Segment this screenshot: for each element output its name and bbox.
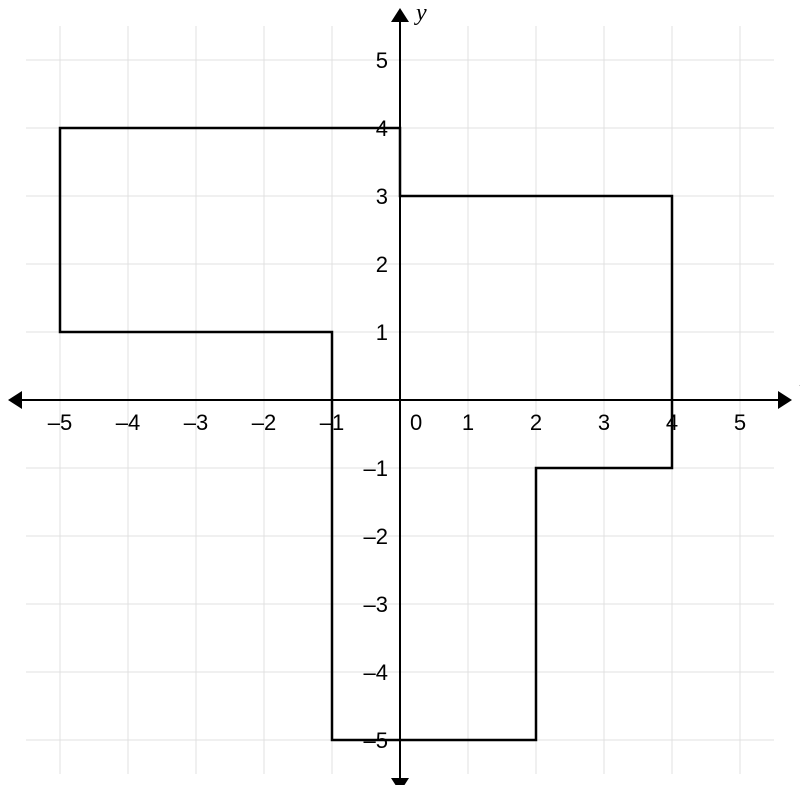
chart-svg: –5–4–3–2–1012345–5–4–3–2–112345xy: [0, 0, 800, 785]
x-tick-label: 3: [598, 410, 610, 435]
coordinate-plane-chart: –5–4–3–2–1012345–5–4–3–2–112345xy: [0, 0, 800, 785]
x-tick-label: –2: [252, 410, 276, 435]
arrow-right-icon: [778, 391, 792, 409]
x-tick-label: 5: [734, 410, 746, 435]
x-tick-label: 2: [530, 410, 542, 435]
y-tick-label: –3: [364, 592, 388, 617]
arrow-down-icon: [391, 778, 409, 785]
arrow-left-icon: [8, 391, 22, 409]
x-tick-label: 0: [410, 410, 422, 435]
x-tick-label: –4: [116, 410, 140, 435]
arrow-up-icon: [391, 8, 409, 22]
y-axis-label: y: [414, 0, 427, 26]
y-tick-label: –1: [364, 456, 388, 481]
y-tick-label: 2: [376, 252, 388, 277]
x-tick-label: 1: [462, 410, 474, 435]
y-tick-label: 5: [376, 48, 388, 73]
x-tick-label: –5: [48, 410, 72, 435]
y-tick-label: –2: [364, 524, 388, 549]
y-tick-label: –4: [364, 660, 388, 685]
x-tick-label: –3: [184, 410, 208, 435]
plotted-polygon: [60, 128, 672, 740]
y-tick-label: 1: [376, 320, 388, 345]
y-tick-label: 3: [376, 184, 388, 209]
